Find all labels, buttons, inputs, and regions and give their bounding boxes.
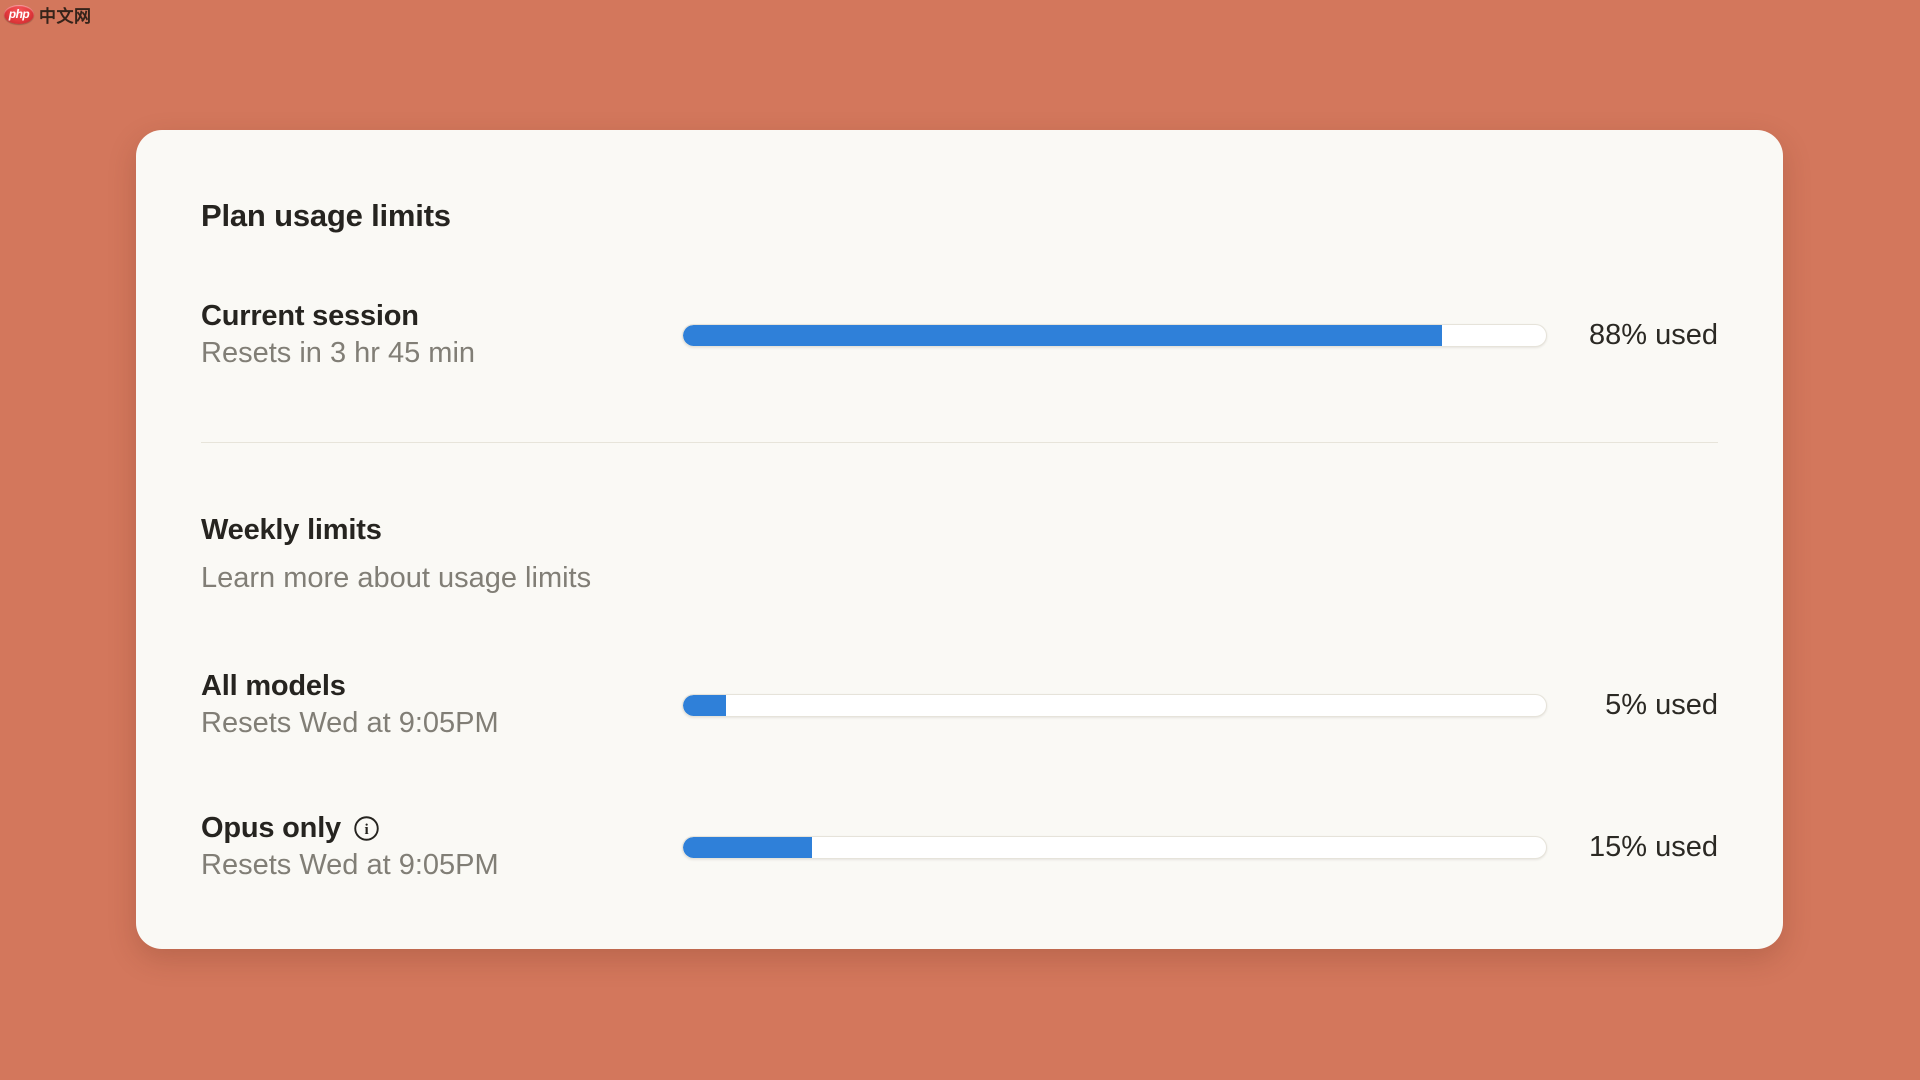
current-session-progress-fill	[683, 324, 1443, 346]
opus-only-labels: Opus only i Resets Wed at 9:05PM	[201, 810, 682, 884]
php-logo-badge: php	[4, 4, 34, 24]
site-logo[interactable]: php 中文网	[4, 3, 92, 26]
info-icon[interactable]: i	[353, 815, 380, 842]
weekly-limits-header: Weekly limits Learn more about usage lim…	[201, 514, 1718, 594]
current-session-percent-label: 88% used	[1589, 318, 1718, 351]
current-session-progress-bar	[682, 323, 1547, 347]
all-models-percent-label: 5% used	[1605, 688, 1718, 721]
current-session-reset-text: Resets in 3 hr 45 min	[201, 337, 476, 369]
all-models-title: All models	[201, 670, 346, 702]
all-models-reset-text: Resets Wed at 9:05PM	[201, 707, 499, 739]
opus-only-title-text: Opus only	[201, 812, 341, 844]
opus-only-title: Opus only i	[201, 810, 682, 847]
all-models-progress-bar	[682, 693, 1547, 717]
page-title: Plan usage limits	[201, 198, 451, 233]
learn-more-link[interactable]: Learn more about usage limits	[201, 562, 592, 594]
opus-only-progress-bar	[682, 835, 1547, 859]
opus-only-reset-text: Resets Wed at 9:05PM	[201, 849, 499, 881]
opus-only-progress-fill	[683, 836, 813, 858]
svg-text:i: i	[365, 821, 369, 838]
opus-only-percent-label: 15% used	[1589, 830, 1718, 863]
all-models-row: All models Resets Wed at 9:05PM 5% used	[201, 668, 1718, 742]
all-models-labels: All models Resets Wed at 9:05PM	[201, 668, 682, 742]
weekly-limits-title: Weekly limits	[201, 514, 382, 546]
current-session-row: Current session Resets in 3 hr 45 min 88…	[201, 298, 1718, 372]
all-models-progress-fill	[683, 694, 727, 716]
section-divider	[201, 442, 1718, 443]
plan-usage-limits-card: Plan usage limits Current session Resets…	[136, 130, 1783, 949]
current-session-labels: Current session Resets in 3 hr 45 min	[201, 298, 682, 372]
current-session-title: Current session	[201, 300, 419, 332]
opus-only-row: Opus only i Resets Wed at 9:05PM 15% use…	[201, 810, 1718, 884]
site-logo-text: 中文网	[39, 6, 92, 26]
